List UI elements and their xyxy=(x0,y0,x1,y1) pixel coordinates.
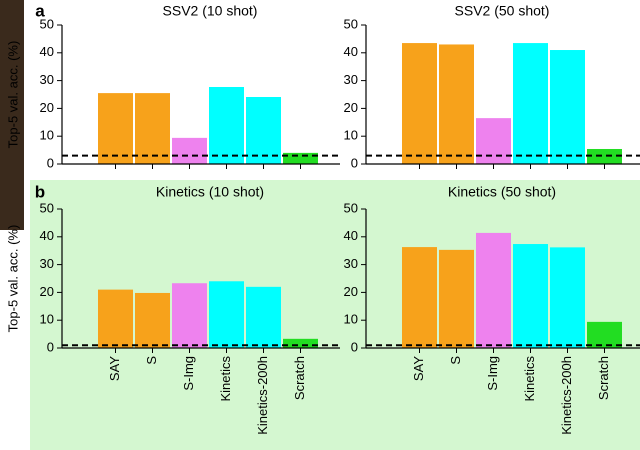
bar xyxy=(550,50,585,164)
bar xyxy=(587,148,622,164)
x-tick-label: Kinetics-200h xyxy=(255,356,270,435)
bar xyxy=(513,244,548,348)
y-axis-label: Top-5 val. acc. (%) xyxy=(5,225,20,333)
x-tick-label: S-Img xyxy=(485,356,500,391)
y-tick-label: 40 xyxy=(40,44,54,59)
x-tick-label: Scratch xyxy=(292,356,307,400)
bar xyxy=(135,93,170,164)
y-tick-label: 10 xyxy=(344,312,358,327)
x-tick-label: S xyxy=(448,356,463,365)
bar xyxy=(550,247,585,348)
bar xyxy=(135,292,170,348)
panel-label: a xyxy=(35,1,45,20)
x-tick-label: Scratch xyxy=(596,356,611,400)
y-tick-label: 0 xyxy=(351,155,358,170)
x-tick-label: Kinetics xyxy=(218,356,233,402)
bar xyxy=(476,118,511,164)
x-tick-label: SAY xyxy=(107,356,122,381)
cropped-photo xyxy=(0,0,24,230)
x-tick-label: Kinetics-200h xyxy=(559,356,574,435)
x-tick-label: SAY xyxy=(411,356,426,381)
bar xyxy=(476,232,511,348)
x-tick-label: Kinetics xyxy=(522,356,537,402)
y-tick-label: 10 xyxy=(40,312,54,327)
bar xyxy=(283,338,318,348)
y-tick-label: 40 xyxy=(344,44,358,59)
bar xyxy=(209,281,244,348)
y-tick-label: 30 xyxy=(40,256,54,271)
chart-title: SSV2 (10 shot) xyxy=(163,3,258,19)
bar xyxy=(98,93,133,164)
bar xyxy=(172,137,207,164)
chart-title: SSV2 (50 shot) xyxy=(455,3,550,19)
bar xyxy=(402,247,437,348)
y-tick-label: 10 xyxy=(40,128,54,143)
y-tick-label: 0 xyxy=(47,155,54,170)
bar xyxy=(513,43,548,164)
bar xyxy=(98,289,133,348)
y-tick-label: 50 xyxy=(40,16,54,31)
x-tick-label: S-Img xyxy=(181,356,196,391)
bar xyxy=(402,43,437,164)
y-axis-label: Top-5 val. acc. (%) xyxy=(5,41,20,149)
y-tick-label: 30 xyxy=(344,256,358,271)
chart-title: Kinetics (50 shot) xyxy=(448,184,556,200)
bar xyxy=(587,321,622,348)
bar xyxy=(172,283,207,348)
chart-title: Kinetics (10 shot) xyxy=(156,184,264,200)
bar xyxy=(209,86,244,164)
panel-label: b xyxy=(35,182,45,201)
y-tick-label: 20 xyxy=(344,284,358,299)
y-tick-label: 50 xyxy=(344,200,358,215)
y-tick-label: 0 xyxy=(351,339,358,354)
y-tick-label: 10 xyxy=(344,128,358,143)
bar xyxy=(439,44,474,164)
y-tick-label: 30 xyxy=(40,72,54,87)
y-tick-label: 20 xyxy=(344,100,358,115)
y-tick-label: 50 xyxy=(344,16,358,31)
bar xyxy=(246,97,281,164)
y-tick-label: 40 xyxy=(40,228,54,243)
y-tick-label: 50 xyxy=(40,200,54,215)
y-tick-label: 20 xyxy=(40,100,54,115)
y-tick-label: 0 xyxy=(47,339,54,354)
y-tick-label: 30 xyxy=(344,72,358,87)
x-tick-label: S xyxy=(144,356,159,365)
bar xyxy=(439,249,474,348)
bar xyxy=(246,286,281,348)
y-tick-label: 40 xyxy=(344,228,358,243)
y-tick-label: 20 xyxy=(40,284,54,299)
bar xyxy=(283,152,318,164)
